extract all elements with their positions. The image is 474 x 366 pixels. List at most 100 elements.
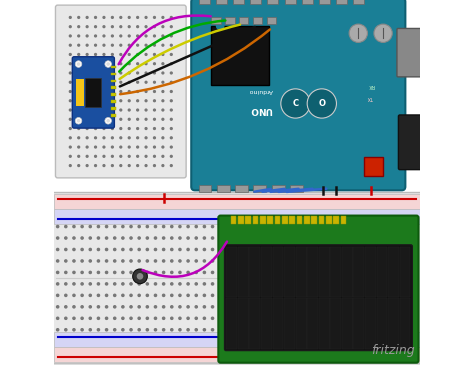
Bar bbox=[341, 216, 346, 224]
Circle shape bbox=[69, 118, 71, 120]
Bar bbox=[273, 247, 283, 297]
Circle shape bbox=[155, 306, 156, 308]
Circle shape bbox=[111, 146, 113, 148]
Circle shape bbox=[145, 137, 147, 139]
Circle shape bbox=[334, 237, 336, 239]
Circle shape bbox=[154, 16, 155, 18]
Circle shape bbox=[65, 317, 67, 320]
Circle shape bbox=[415, 283, 418, 285]
Bar bbox=[111, 100, 116, 103]
Circle shape bbox=[415, 271, 418, 273]
Circle shape bbox=[69, 109, 71, 111]
Circle shape bbox=[350, 294, 352, 296]
Circle shape bbox=[366, 317, 368, 320]
Circle shape bbox=[122, 306, 124, 308]
Circle shape bbox=[81, 329, 83, 331]
Circle shape bbox=[69, 16, 71, 18]
Bar bbox=[290, 185, 303, 192]
Circle shape bbox=[95, 100, 96, 102]
Circle shape bbox=[163, 225, 165, 228]
Circle shape bbox=[106, 294, 108, 296]
Bar bbox=[85, 78, 101, 107]
Circle shape bbox=[114, 225, 116, 228]
Circle shape bbox=[260, 329, 263, 331]
Circle shape bbox=[81, 237, 83, 239]
Circle shape bbox=[145, 118, 147, 120]
Circle shape bbox=[318, 260, 319, 262]
Circle shape bbox=[203, 225, 206, 228]
Circle shape bbox=[228, 271, 230, 273]
Circle shape bbox=[334, 294, 336, 296]
Circle shape bbox=[128, 100, 130, 102]
Circle shape bbox=[399, 306, 401, 308]
Circle shape bbox=[358, 317, 360, 320]
Bar bbox=[267, 17, 276, 24]
Circle shape bbox=[415, 237, 418, 239]
Circle shape bbox=[383, 237, 385, 239]
Circle shape bbox=[154, 118, 155, 120]
Circle shape bbox=[120, 72, 122, 74]
Circle shape bbox=[145, 128, 147, 130]
Circle shape bbox=[162, 44, 164, 46]
Circle shape bbox=[260, 249, 263, 251]
Bar bbox=[307, 247, 318, 297]
Circle shape bbox=[374, 306, 377, 308]
Circle shape bbox=[130, 260, 132, 262]
Circle shape bbox=[293, 294, 295, 296]
Circle shape bbox=[211, 249, 214, 251]
Circle shape bbox=[260, 225, 263, 228]
Circle shape bbox=[326, 271, 328, 273]
Bar bbox=[216, 0, 227, 4]
Circle shape bbox=[277, 306, 279, 308]
Circle shape bbox=[56, 225, 59, 228]
Circle shape bbox=[415, 225, 418, 228]
Circle shape bbox=[130, 237, 132, 239]
Circle shape bbox=[228, 306, 230, 308]
Circle shape bbox=[219, 283, 222, 285]
Circle shape bbox=[120, 100, 122, 102]
Bar bbox=[319, 247, 329, 297]
Bar bbox=[199, 185, 211, 192]
Circle shape bbox=[187, 237, 189, 239]
Circle shape bbox=[187, 306, 189, 308]
Circle shape bbox=[95, 81, 96, 83]
Bar bbox=[246, 216, 251, 224]
Circle shape bbox=[114, 237, 116, 239]
Circle shape bbox=[128, 128, 130, 130]
Circle shape bbox=[128, 90, 130, 93]
Circle shape bbox=[277, 283, 279, 285]
Circle shape bbox=[366, 294, 368, 296]
Circle shape bbox=[155, 225, 156, 228]
Circle shape bbox=[95, 26, 96, 27]
Circle shape bbox=[106, 306, 108, 308]
Circle shape bbox=[95, 165, 96, 167]
Circle shape bbox=[187, 283, 189, 285]
Bar bbox=[304, 216, 310, 224]
Circle shape bbox=[342, 237, 344, 239]
Circle shape bbox=[391, 283, 393, 285]
Circle shape bbox=[228, 317, 230, 320]
Circle shape bbox=[268, 225, 271, 228]
Bar bbox=[273, 298, 283, 349]
Circle shape bbox=[374, 294, 377, 296]
Circle shape bbox=[374, 24, 392, 42]
Circle shape bbox=[89, 237, 91, 239]
Circle shape bbox=[309, 283, 311, 285]
Circle shape bbox=[103, 109, 105, 111]
Circle shape bbox=[111, 128, 113, 130]
Circle shape bbox=[293, 249, 295, 251]
Circle shape bbox=[122, 329, 124, 331]
Circle shape bbox=[146, 294, 148, 296]
Circle shape bbox=[128, 44, 130, 46]
Circle shape bbox=[69, 90, 71, 93]
Circle shape bbox=[97, 249, 100, 251]
Circle shape bbox=[120, 16, 122, 18]
Circle shape bbox=[89, 249, 91, 251]
Text: fritzing: fritzing bbox=[371, 344, 414, 357]
Circle shape bbox=[170, 109, 172, 111]
Circle shape bbox=[415, 317, 418, 320]
Circle shape bbox=[236, 237, 238, 239]
Circle shape bbox=[69, 53, 71, 55]
Circle shape bbox=[407, 271, 409, 273]
Circle shape bbox=[326, 249, 328, 251]
